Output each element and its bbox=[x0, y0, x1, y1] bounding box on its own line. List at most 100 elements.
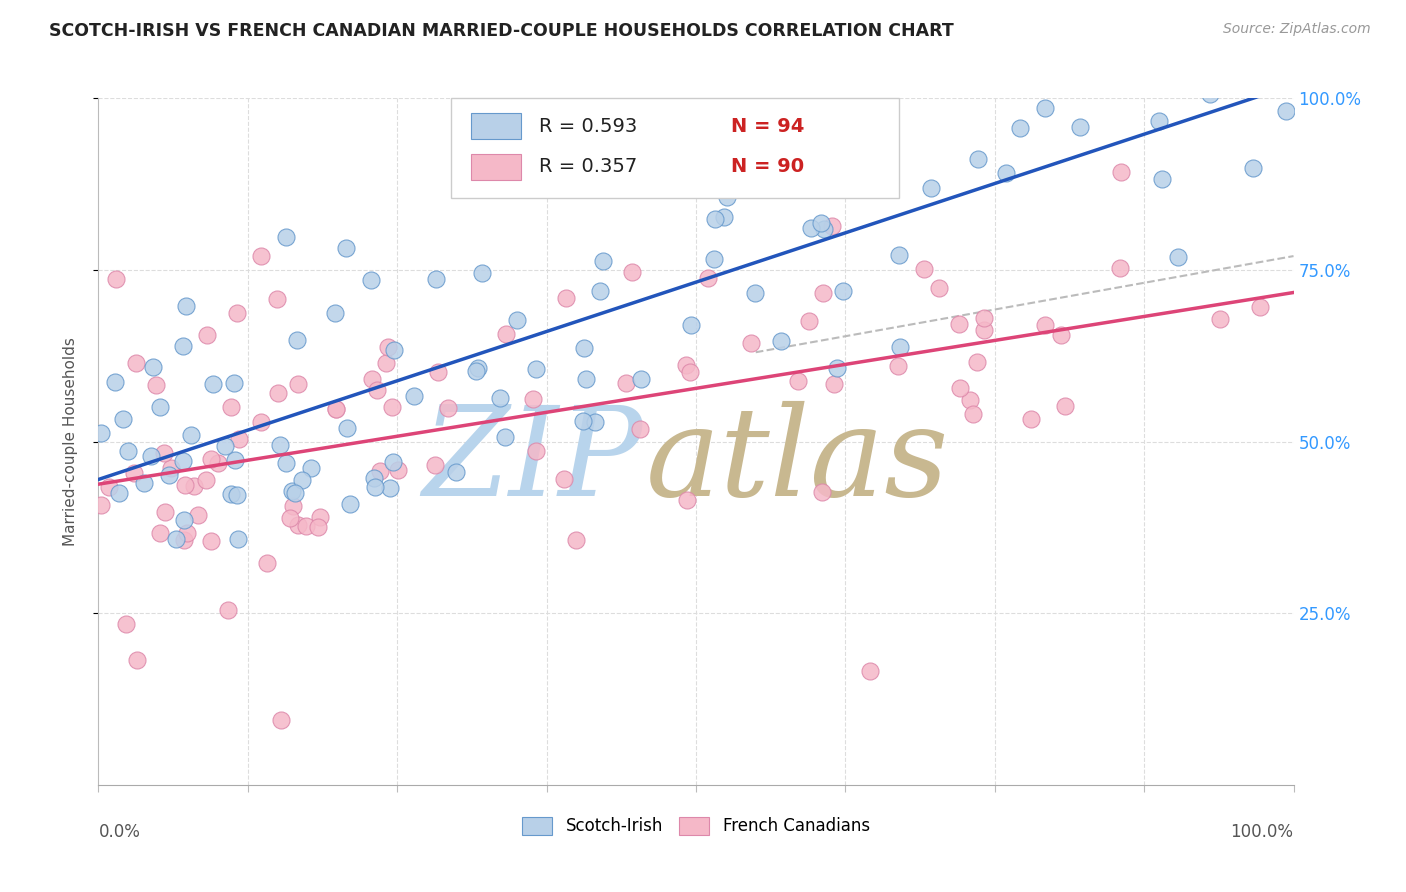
Point bbox=[207, 456, 229, 470]
Point bbox=[703, 252, 725, 266]
Point bbox=[583, 415, 606, 429]
Point bbox=[228, 433, 250, 447]
Point bbox=[679, 365, 702, 379]
Point bbox=[522, 392, 544, 406]
Point bbox=[928, 281, 950, 295]
Point bbox=[675, 358, 697, 372]
Point bbox=[141, 449, 163, 463]
Point bbox=[1054, 399, 1077, 413]
Point bbox=[823, 376, 845, 391]
Point bbox=[889, 340, 911, 354]
Point bbox=[291, 473, 314, 487]
Point bbox=[226, 488, 249, 502]
Point bbox=[973, 322, 995, 336]
Point bbox=[628, 422, 651, 436]
Point bbox=[142, 359, 165, 374]
Point bbox=[339, 497, 361, 511]
Point bbox=[1209, 312, 1232, 326]
Point bbox=[266, 292, 288, 306]
Y-axis label: Married-couple Households: Married-couple Households bbox=[63, 337, 77, 546]
Point bbox=[495, 326, 517, 341]
Point bbox=[176, 526, 198, 541]
Point bbox=[1050, 327, 1073, 342]
Text: 100.0%: 100.0% bbox=[1230, 822, 1294, 841]
Point bbox=[494, 430, 516, 444]
Point bbox=[219, 401, 242, 415]
Point bbox=[214, 439, 236, 453]
Point bbox=[716, 190, 738, 204]
Point bbox=[125, 652, 148, 666]
Point bbox=[620, 265, 643, 279]
Point bbox=[274, 230, 297, 244]
Point bbox=[287, 517, 309, 532]
Point bbox=[174, 478, 197, 492]
Text: 0.0%: 0.0% bbox=[98, 822, 141, 841]
Point bbox=[325, 401, 347, 416]
Point bbox=[973, 311, 995, 326]
Point bbox=[713, 210, 735, 224]
Point bbox=[183, 479, 205, 493]
FancyBboxPatch shape bbox=[451, 98, 900, 198]
Point bbox=[889, 248, 911, 262]
Point bbox=[553, 472, 575, 486]
Point bbox=[202, 376, 225, 391]
Point bbox=[157, 468, 180, 483]
Point bbox=[685, 160, 707, 174]
Point bbox=[676, 493, 699, 508]
Point bbox=[425, 272, 447, 286]
Point bbox=[360, 371, 382, 385]
Point bbox=[299, 460, 322, 475]
Point bbox=[360, 273, 382, 287]
Point bbox=[589, 284, 612, 298]
Point bbox=[180, 427, 202, 442]
Text: R = 0.593: R = 0.593 bbox=[540, 117, 638, 136]
Point bbox=[117, 444, 139, 458]
Point bbox=[799, 314, 821, 328]
Point bbox=[489, 391, 512, 405]
Point bbox=[381, 454, 404, 468]
Point bbox=[115, 617, 138, 632]
Point bbox=[821, 219, 844, 234]
Point bbox=[437, 401, 460, 415]
Point bbox=[217, 603, 239, 617]
Point bbox=[1147, 113, 1170, 128]
Point bbox=[173, 533, 195, 548]
Point bbox=[287, 377, 309, 392]
Point bbox=[172, 339, 194, 353]
Point bbox=[811, 285, 834, 300]
Point bbox=[280, 483, 302, 498]
Point bbox=[287, 333, 309, 347]
FancyBboxPatch shape bbox=[471, 113, 522, 139]
Point bbox=[572, 415, 595, 429]
Text: SCOTCH-IRISH VS FRENCH CANADIAN MARRIED-COUPLE HOUSEHOLDS CORRELATION CHART: SCOTCH-IRISH VS FRENCH CANADIAN MARRIED-… bbox=[49, 22, 953, 40]
Point bbox=[896, 78, 918, 92]
Point bbox=[949, 381, 972, 395]
Point bbox=[250, 416, 273, 430]
Point bbox=[740, 335, 762, 350]
Point bbox=[153, 446, 176, 460]
Point bbox=[224, 453, 246, 467]
Point bbox=[160, 461, 183, 475]
Point bbox=[382, 343, 405, 357]
Point bbox=[108, 486, 131, 500]
Point bbox=[278, 511, 301, 525]
Point bbox=[281, 499, 304, 513]
Point bbox=[1275, 104, 1298, 119]
Point bbox=[574, 372, 596, 386]
Point bbox=[1184, 78, 1206, 92]
Legend: Scotch-Irish, French Canadians: Scotch-Irish, French Canadians bbox=[516, 810, 876, 842]
Point bbox=[274, 456, 297, 470]
Point bbox=[1150, 172, 1173, 186]
Point bbox=[1033, 318, 1056, 332]
Point bbox=[219, 487, 242, 501]
Point bbox=[506, 313, 529, 327]
Point bbox=[366, 383, 388, 397]
Point bbox=[378, 482, 401, 496]
Point bbox=[309, 509, 332, 524]
Point bbox=[1241, 81, 1264, 95]
Point bbox=[283, 486, 305, 500]
Point bbox=[948, 317, 970, 331]
Point bbox=[194, 473, 217, 487]
Point bbox=[122, 466, 145, 480]
Point bbox=[225, 306, 247, 320]
